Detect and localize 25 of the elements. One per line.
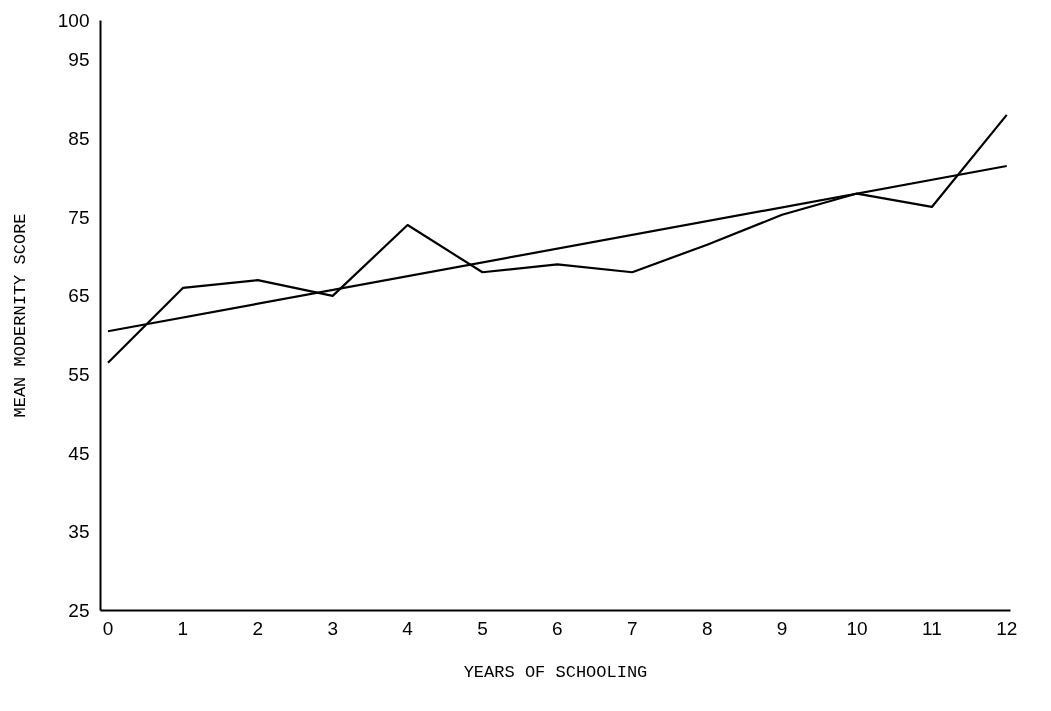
y-tick-label: 75 xyxy=(68,206,90,228)
y-tick-label: 85 xyxy=(68,128,90,149)
x-tick-label: 10 xyxy=(846,617,868,639)
y-tick-label: 45 xyxy=(68,442,90,464)
x-tick-label: 11 xyxy=(922,617,942,639)
x-tick-label: 6 xyxy=(552,617,563,639)
y-tick-label: 65 xyxy=(68,285,90,307)
x-tick-label: 1 xyxy=(177,617,189,639)
y-tick-label: 95 xyxy=(68,49,90,71)
y-tick-label: 100 xyxy=(57,10,90,31)
x-tick-label: 9 xyxy=(776,617,788,639)
x-tick-label: 5 xyxy=(477,617,488,639)
y-tick-label: 55 xyxy=(68,364,90,385)
x-tick-label: 2 xyxy=(252,617,264,639)
line-series xyxy=(106,113,1008,364)
x-tick-label: 4 xyxy=(402,617,414,639)
x-axis-title: YEARS OF SCHOOLING xyxy=(463,662,648,682)
x-tick-label: 8 xyxy=(701,617,713,639)
y-tick-label: 25 xyxy=(68,600,90,621)
x-tick-label: 0 xyxy=(102,617,114,639)
x-tick-label: 3 xyxy=(327,617,338,639)
y-tick-label: 35 xyxy=(68,521,90,543)
x-tick-label: 12 xyxy=(996,617,1018,639)
x-tick-label: 7 xyxy=(626,617,638,639)
y-axis-title: MEAN MODERNITY SCORE xyxy=(10,213,30,418)
